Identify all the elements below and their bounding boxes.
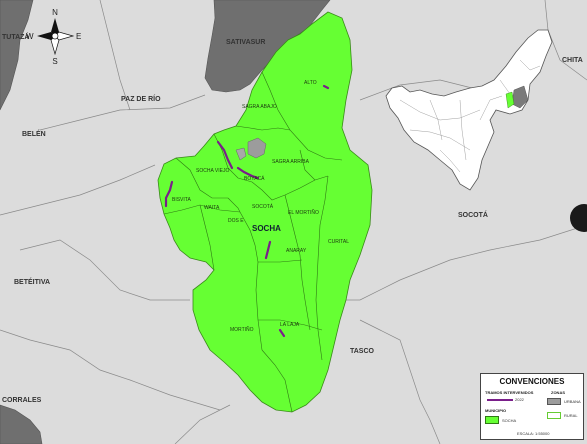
compass-s: S (52, 57, 57, 66)
legend-box: CONVENCIONES TRAMOS INTERVENIDOS 2022 ZO… (480, 373, 584, 440)
vereda-sagra-arriba: SAGRA ARRIBA (272, 159, 310, 165)
urban-zone (247, 137, 267, 159)
tramos-intervenidos (164, 84, 330, 338)
neighbor-socota: SOCOTÁ (458, 210, 488, 219)
urban-zone-2 (235, 147, 247, 161)
neighbor-sativasur: SATIVASUR (226, 39, 265, 46)
vereda-socotacito: SOCOTÁ (252, 203, 274, 210)
legend-urbana-label: URBANA (564, 399, 581, 404)
vereda-boyacacito: BOYACÁ (244, 175, 265, 182)
compass-e: E (76, 32, 81, 41)
vereda-la-laja: LA LAJA (280, 322, 300, 328)
edge-marker (570, 204, 587, 232)
neighbor-tutaza: TUTAZÁ (2, 32, 29, 41)
neighbor-paz-de-rio: PAZ DE RÍO (121, 94, 161, 103)
legend-urbana-swatch (547, 398, 561, 405)
vereda-socha-viejo: SOCHA VIEJO (196, 168, 229, 174)
compass-n: N (52, 8, 58, 17)
legend-rural-swatch (547, 412, 561, 419)
vereda-mortino: MORTIÑO (230, 326, 254, 333)
neighbor-belen: BELÉN (22, 129, 46, 138)
dark-region-sativasur (204, 0, 331, 93)
neighbor-chita: CHITA (562, 57, 583, 64)
socha-municipality[interactable] (157, 11, 373, 413)
legend-title: CONVENCIONES (499, 377, 565, 386)
legend-socha-label: SOCHA (502, 418, 517, 423)
legend-tramo-swatch (487, 399, 513, 401)
legend-rural-label: RURAL (564, 413, 578, 418)
vereda-anaray: ANARAY (286, 248, 307, 254)
legend-tramos-year: 2022 (515, 397, 524, 402)
legend-socha-swatch (485, 416, 499, 424)
dark-region-northwest (0, 0, 34, 111)
legend-tramos-header: TRAMOS INTERVENIDOS (485, 390, 534, 395)
neighbor-betetiva: BETÉITIVA (14, 277, 50, 286)
vereda-boundaries (163, 71, 343, 413)
neighbor-tasco: TASCO (350, 348, 375, 355)
vereda-bisvita: BISVITA (172, 197, 191, 203)
vereda-waita: WAITA (204, 205, 220, 211)
town-socha: SOCHA (252, 224, 281, 233)
vereda-el-mortino: EL MORTIÑO (288, 209, 319, 216)
vereda-alto: ALTO (304, 80, 317, 86)
vereda-sagra-abajo: SAGRA ABAJO (242, 104, 277, 110)
vereda-el-ca: DOS E (228, 218, 244, 224)
compass-rose: N S E W (26, 8, 81, 66)
compass-w: W (26, 32, 34, 41)
dark-region-southwest (0, 404, 43, 444)
inset-locator-map (385, 29, 553, 191)
legend-escala: ESCALA: 1:55000 (517, 431, 550, 436)
vereda-cuchavira: CURITAL (328, 239, 349, 245)
legend-zonas-header: ZONAS (551, 390, 565, 395)
legend-municipio-header: MUNICIPIO (485, 408, 507, 413)
neighbor-corrales: CORRALES (2, 397, 42, 404)
